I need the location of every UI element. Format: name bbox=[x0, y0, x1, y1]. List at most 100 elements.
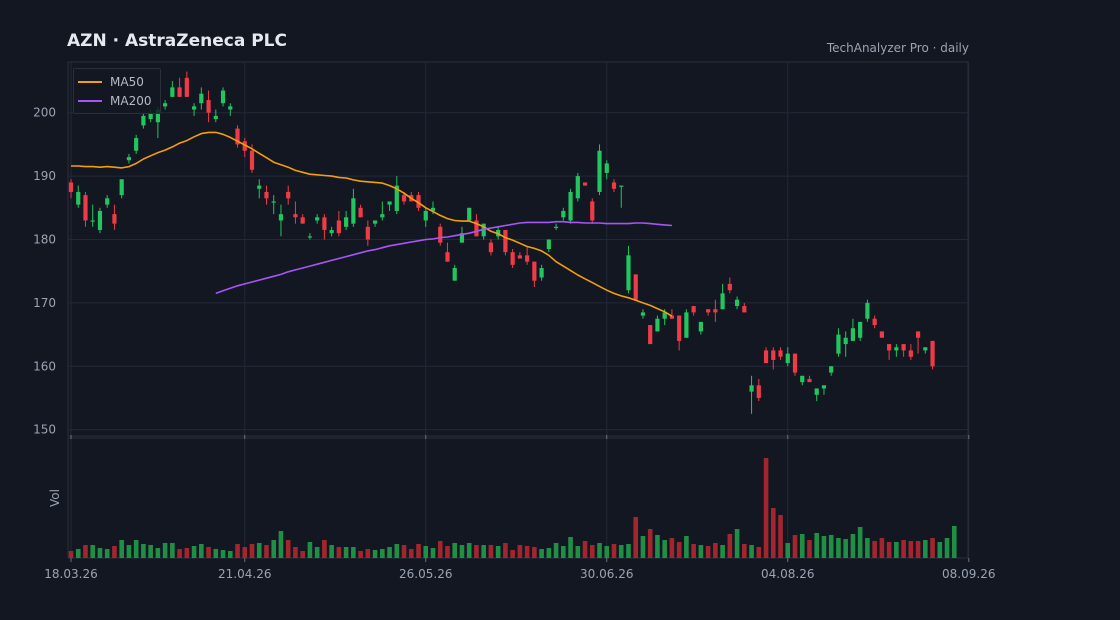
candle-body bbox=[271, 201, 276, 203]
volume-bar bbox=[97, 548, 103, 558]
volume-bar bbox=[474, 545, 479, 558]
candle-body bbox=[633, 274, 638, 300]
volume-bar bbox=[539, 549, 544, 558]
candle-body bbox=[756, 385, 761, 398]
volume-bar bbox=[951, 526, 957, 558]
candle bbox=[517, 252, 522, 259]
candle-body bbox=[539, 268, 544, 278]
legend-label-ma200: MA200 bbox=[110, 93, 152, 108]
candle-body bbox=[68, 182, 74, 192]
price-panel-frame bbox=[67, 61, 969, 437]
price-panel: 150 160 170 180 190 200 bbox=[33, 61, 970, 437]
candle-body bbox=[344, 217, 349, 227]
candle-body bbox=[474, 220, 479, 237]
candle bbox=[807, 375, 812, 383]
candle bbox=[329, 226, 334, 237]
volume-bar bbox=[857, 527, 863, 558]
volume-bar bbox=[213, 549, 219, 558]
volume-bar bbox=[742, 544, 747, 558]
candle bbox=[315, 214, 320, 224]
candle bbox=[112, 204, 117, 230]
candle-body bbox=[315, 217, 320, 221]
volume-bar bbox=[372, 550, 378, 558]
candle-body bbox=[901, 344, 906, 351]
candle-body bbox=[821, 385, 827, 389]
candle bbox=[894, 344, 899, 357]
volume-bar bbox=[177, 549, 182, 558]
y-tick-label: 170 bbox=[33, 296, 56, 310]
candle bbox=[677, 315, 682, 351]
volume-bar bbox=[691, 544, 696, 558]
candle-body bbox=[257, 185, 262, 189]
candle-body bbox=[76, 191, 81, 205]
candle-body bbox=[488, 242, 494, 253]
volume-bar bbox=[423, 546, 429, 558]
volume-bar bbox=[126, 545, 132, 558]
candle bbox=[619, 185, 624, 208]
candle bbox=[582, 182, 588, 186]
candle-body bbox=[112, 214, 117, 224]
volume-bar bbox=[611, 544, 617, 558]
volume-bar bbox=[133, 540, 139, 558]
volume-bar bbox=[720, 545, 725, 558]
volume-bar bbox=[206, 547, 211, 558]
candle-body bbox=[727, 283, 732, 291]
candle bbox=[213, 109, 218, 123]
candle bbox=[590, 198, 595, 224]
volume-bar bbox=[322, 540, 327, 558]
candle-body bbox=[829, 366, 834, 373]
candle bbox=[923, 347, 928, 354]
volume-bar bbox=[495, 546, 501, 558]
candle-body bbox=[785, 353, 790, 364]
candle-body bbox=[148, 112, 153, 120]
candle bbox=[785, 347, 790, 367]
volume-bar bbox=[75, 549, 81, 558]
candle-body bbox=[640, 312, 646, 316]
x-tick-label: 04.08.26 bbox=[761, 567, 814, 581]
candle bbox=[134, 134, 139, 154]
candle-body bbox=[923, 347, 928, 351]
candle-body bbox=[879, 331, 884, 338]
volume-bar bbox=[162, 543, 168, 558]
candle-body bbox=[467, 207, 472, 221]
candle-body bbox=[619, 185, 624, 187]
candle bbox=[553, 223, 559, 230]
candle bbox=[669, 309, 675, 319]
volume-bar bbox=[814, 533, 820, 558]
candle-body bbox=[336, 220, 341, 234]
x-tick-label: 08.09.26 bbox=[942, 567, 995, 581]
chart-subtitle: TechAnalyzer Pro · daily bbox=[826, 41, 969, 55]
candle-body bbox=[141, 115, 146, 126]
candle bbox=[626, 245, 631, 294]
candle bbox=[387, 201, 392, 211]
candle-body bbox=[97, 210, 103, 230]
candle-body bbox=[286, 191, 291, 199]
volume-bar bbox=[524, 546, 530, 558]
candle bbox=[322, 214, 327, 240]
candle-body bbox=[206, 100, 211, 113]
volume-bar bbox=[568, 537, 573, 558]
candle-body bbox=[669, 315, 675, 319]
candle-body bbox=[358, 207, 363, 218]
volume-bar bbox=[799, 534, 805, 558]
candle bbox=[546, 239, 551, 253]
candle bbox=[525, 245, 530, 265]
candle bbox=[778, 347, 783, 360]
candle bbox=[76, 185, 81, 208]
candle-body bbox=[807, 378, 812, 383]
candle bbox=[829, 366, 834, 376]
volume-bar bbox=[351, 547, 356, 558]
volume-bar bbox=[430, 548, 436, 558]
candle bbox=[97, 207, 103, 234]
candle-body bbox=[134, 138, 139, 151]
candle-body bbox=[387, 201, 392, 205]
volume-bar bbox=[901, 540, 906, 558]
candle-body bbox=[242, 141, 247, 151]
candle-body bbox=[351, 198, 356, 224]
volume-bar bbox=[503, 543, 508, 558]
candle-body bbox=[720, 293, 725, 310]
candle bbox=[575, 172, 580, 202]
series-line-ma200 bbox=[215, 220, 672, 295]
